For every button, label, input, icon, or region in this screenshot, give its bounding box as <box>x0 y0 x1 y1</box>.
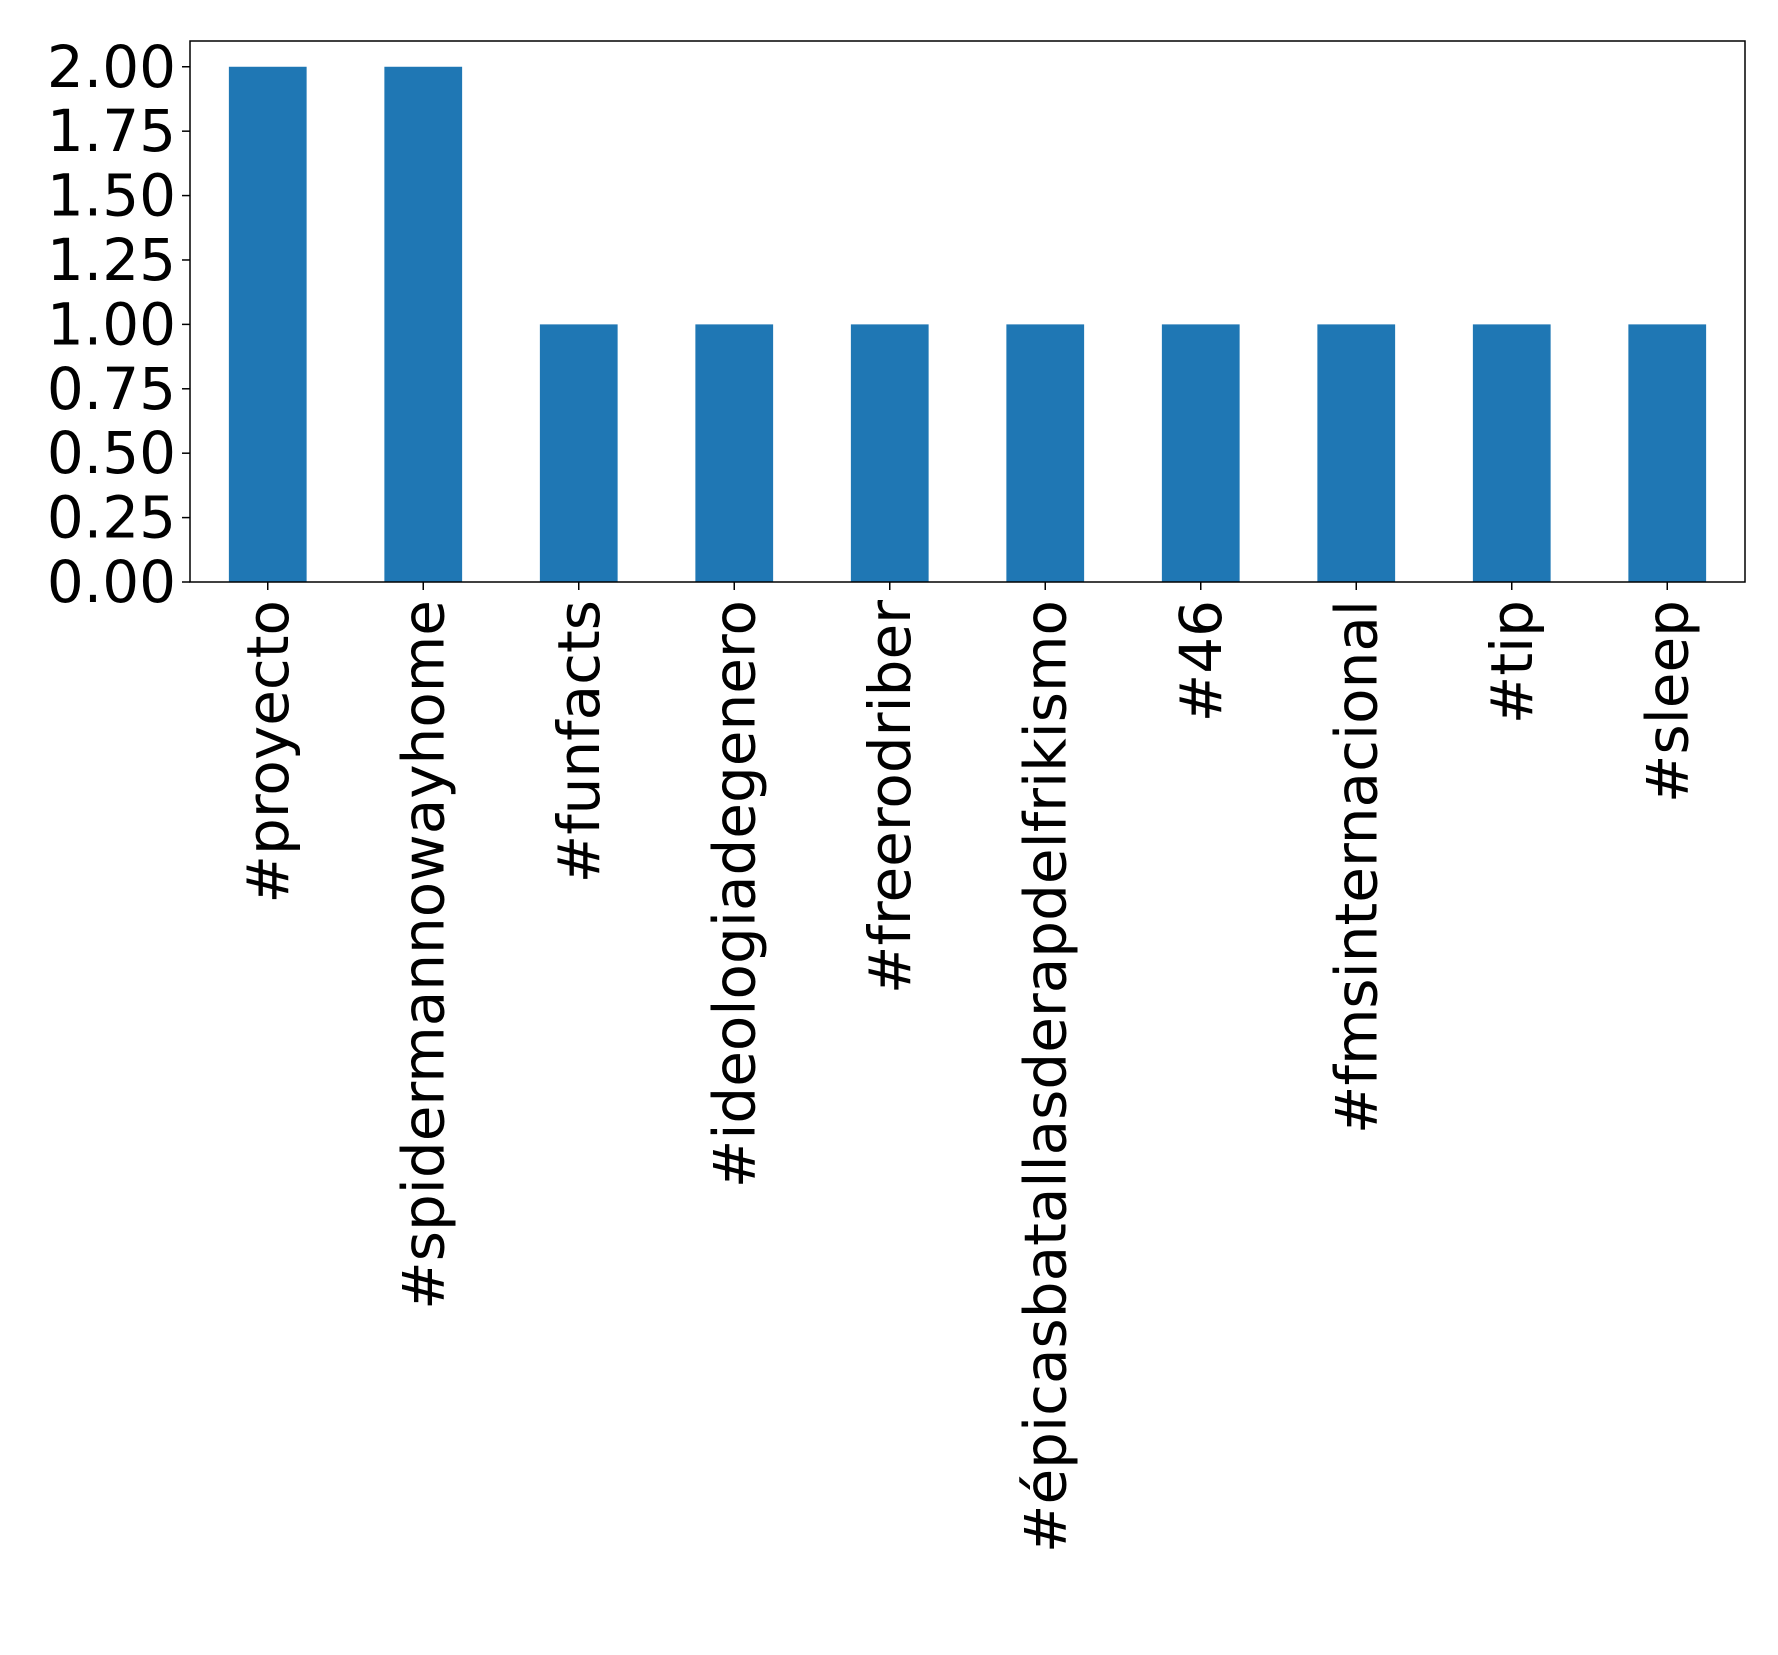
x-tick-label: #funfacts <box>545 600 613 883</box>
y-tick-label: 0.75 <box>47 355 176 423</box>
x-tick-label: #sleep <box>1633 600 1701 803</box>
bar <box>1472 324 1551 582</box>
bar <box>228 66 307 582</box>
y-axis: 0.000.250.500.751.001.251.501.752.00 <box>47 33 190 616</box>
bar <box>695 324 774 582</box>
bar <box>1006 324 1085 582</box>
y-tick-label: 1.00 <box>47 290 176 358</box>
x-tick-label: #ideologiadegenero <box>700 600 768 1188</box>
x-tick-label: #tip <box>1478 600 1546 724</box>
x-tick-label: #proyecto <box>234 600 302 904</box>
bar <box>1628 324 1707 582</box>
y-tick-label: 1.75 <box>47 97 176 165</box>
y-tick-label: 1.50 <box>47 162 176 230</box>
y-tick-label: 0.25 <box>47 484 176 552</box>
x-tick-label: #spidermannowayhome <box>389 600 457 1310</box>
y-tick-label: 1.25 <box>47 226 176 294</box>
x-tick-label: #freerodriber <box>856 600 924 994</box>
y-tick-label: 2.00 <box>47 33 176 101</box>
bars-group <box>228 66 1707 582</box>
axes-frame <box>189 40 1746 583</box>
bar <box>1317 324 1396 582</box>
bar <box>850 324 929 582</box>
y-tick-label: 0.50 <box>47 419 176 487</box>
y-tick-label: 0.00 <box>47 548 176 616</box>
x-tick-label: #fmsinternacional <box>1322 600 1390 1134</box>
bar <box>384 66 463 582</box>
bar <box>1161 324 1240 582</box>
x-tick-label: #épicasbatallasderapdelfrikismo <box>1011 600 1079 1553</box>
bar <box>539 324 618 582</box>
x-tick-label: #46 <box>1167 600 1235 722</box>
x-axis: #proyecto #spidermannowayhome #funfacts #id… <box>234 582 1701 1553</box>
